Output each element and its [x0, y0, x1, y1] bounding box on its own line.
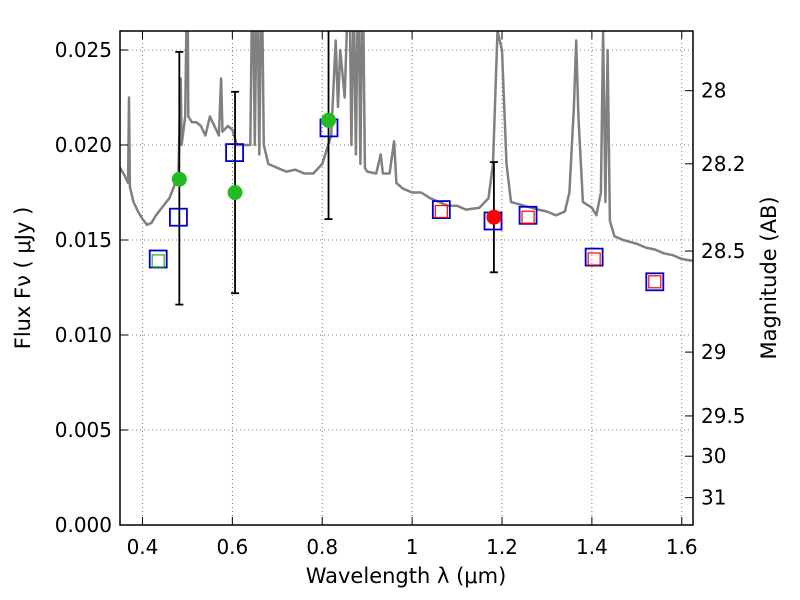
x-axis-label: Wavelength λ (μm) [306, 564, 507, 588]
x-tick-label: 1.2 [486, 535, 518, 559]
limit-square-marker [151, 254, 165, 268]
x-tick-label: 0.4 [127, 535, 159, 559]
ticks: 0.4 0.6 0.8 1 1.2 1.4 1.6 0.000 0.005 0.010 0.015 0… [55, 31, 746, 559]
y-tick-label: 0.025 [55, 38, 112, 62]
y2-tick-label: 29.5 [701, 404, 746, 428]
limit-square-marker [521, 210, 535, 224]
measured-point-marker [321, 112, 337, 128]
y-tick-label: 0.005 [55, 418, 112, 442]
y-tick-label: 0.020 [55, 133, 112, 157]
limit-square-marker [648, 275, 662, 289]
model-square-marker [148, 249, 168, 269]
y2-tick-label: 29 [701, 340, 726, 364]
model-square-marker [645, 272, 665, 292]
markers [148, 112, 665, 292]
y2-tick-label: 28.5 [701, 239, 746, 263]
model-spectrum-line [120, 31, 693, 263]
x-tick-label: 1.4 [576, 535, 608, 559]
model-square-marker [169, 207, 188, 227]
x-tick-label: 0.6 [216, 535, 248, 559]
y-tick-label: 0.015 [55, 228, 112, 252]
y2-tick-label: 28 [701, 79, 726, 103]
spectrum-line [120, 31, 693, 263]
x-tick-label: 0.8 [306, 535, 338, 559]
plot-frame [119, 30, 694, 526]
model-square-marker [518, 205, 538, 225]
y2-tick-label: 28.2 [701, 152, 746, 176]
model-square-marker [225, 143, 245, 163]
y-axis-label: Flux Fν ( μJy ) [11, 207, 35, 350]
y2-tick-label: 31 [701, 486, 726, 510]
measured-point-marker [171, 171, 187, 187]
y2-tick-label: 30 [701, 444, 726, 468]
y2-axis-label: Magnitude (AB) [757, 196, 781, 359]
model-square-marker [431, 200, 451, 220]
measured-red-point-marker [486, 209, 502, 225]
measured-point-marker [227, 185, 243, 200]
model-square-marker [584, 247, 604, 267]
limit-square-marker [587, 252, 601, 266]
y-tick-label: 0.010 [55, 323, 112, 347]
limit-square-marker [434, 204, 448, 219]
y-tick-label: 0.000 [55, 513, 112, 537]
x-tick-label: 1 [406, 535, 419, 559]
x-tick-label: 1.6 [666, 535, 698, 559]
